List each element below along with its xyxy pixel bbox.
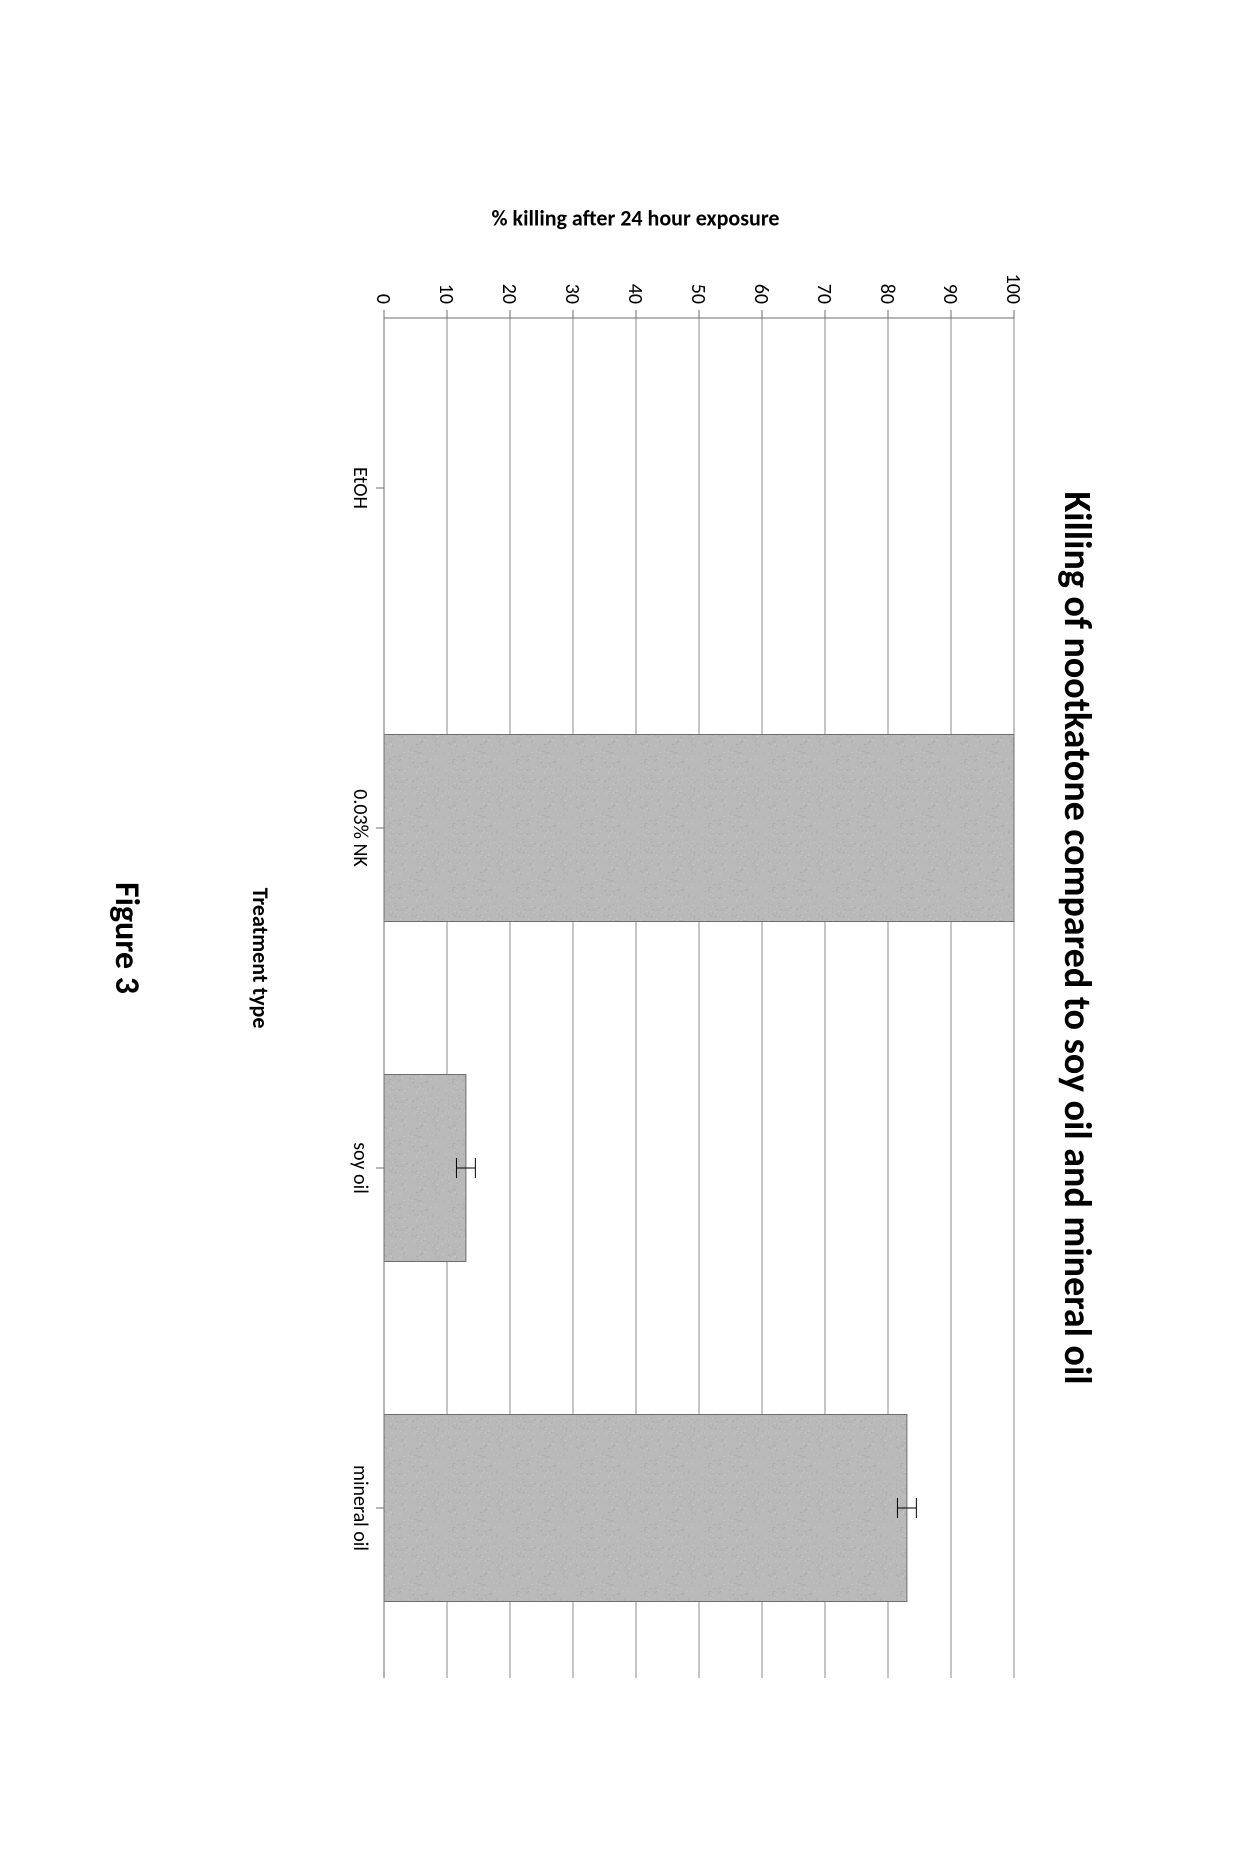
bar (384, 1415, 907, 1602)
chart-wrap: % killing after 24 hour exposure 0 10 20 30… (247, 198, 1024, 1678)
y-axis-label-wrap: % killing after 24 hour exposure (622, 198, 649, 238)
y-tick-label: 10 (434, 284, 458, 304)
chart-title: Killing of nootkatone compared to soy oi… (1054, 491, 1100, 1384)
y-tick-label: 30 (560, 284, 584, 304)
y-tick-label: 20 (497, 284, 521, 304)
chart-area: 0 10 20 30 40 50 60 70 80 90 100 EtOH 0.03% NK soy oi… (247, 238, 1024, 1678)
y-tick-label: 70 (812, 284, 836, 304)
y-tick-label: 80 (875, 284, 899, 304)
x-tick-label: mineral oil (348, 1465, 372, 1551)
bar (384, 735, 1014, 922)
y-axis-label: % killing after 24 hour exposure (492, 205, 780, 232)
x-tick-label: 0.03% NK (348, 789, 372, 867)
bar (384, 1075, 466, 1262)
x-tick-label: soy oil (348, 1142, 372, 1194)
x-tick-label: EtOH (348, 467, 372, 509)
y-tick-label: 90 (938, 284, 962, 304)
y-tick-label: 60 (749, 284, 773, 304)
y-tick-label: 40 (623, 284, 647, 304)
page-container: Killing of nootkatone compared to soy oi… (0, 0, 1240, 1876)
y-tick-label: 50 (686, 284, 710, 304)
y-tick-label: 0 (371, 294, 395, 304)
figure-caption: Figure 3 (106, 882, 147, 994)
x-axis-label: Treatment type (247, 238, 274, 1678)
y-tick-label: 100 (1001, 274, 1024, 304)
chart-svg: 0 10 20 30 40 50 60 70 80 90 100 EtOH 0.03% NK soy oi… (324, 238, 1024, 1678)
